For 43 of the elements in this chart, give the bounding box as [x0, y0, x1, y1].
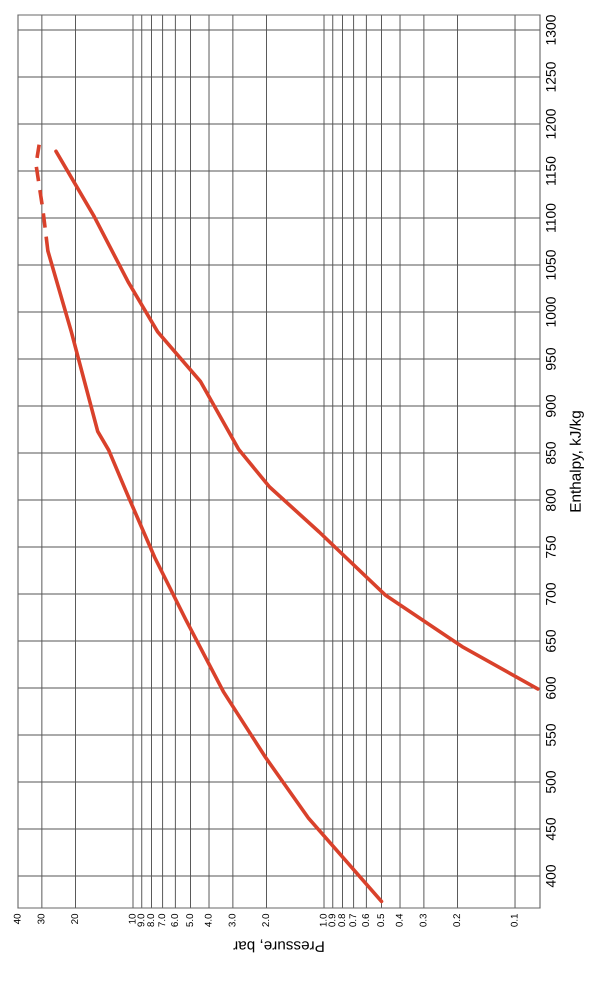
x-tick-label: 0.8: [338, 914, 346, 927]
x-tick-label: 5.0: [186, 914, 194, 927]
y-tick-label: 800: [546, 488, 556, 512]
x-tick-label: 0.5: [377, 914, 384, 927]
x-tick-label: 0.9: [328, 914, 336, 927]
y-axis-title: Enthalpy, kJ/kg: [570, 411, 584, 512]
y-tick-label: 850: [546, 442, 556, 464]
y-tick-label: 550: [546, 724, 556, 746]
y-tick-label: 1150: [546, 156, 556, 185]
x-tick-label: 0.3: [420, 914, 426, 927]
y-tick-label: 750: [546, 536, 556, 558]
x-tick-label: 1.0: [320, 914, 327, 926]
y-tick-label: 1200: [546, 109, 556, 138]
x-tick-label: 0.4: [396, 914, 403, 927]
x-tick-label: 4.0: [204, 914, 212, 927]
y-tick-label: 950: [546, 348, 556, 370]
x-tick-label: 30: [38, 914, 44, 924]
y-tick-label: 1100: [546, 204, 556, 232]
y-tick-label: 650: [546, 630, 556, 652]
y-tick-label: 600: [546, 676, 556, 699]
x-tick-label: 0.1: [510, 914, 518, 927]
x-tick-label: 6.0: [171, 914, 178, 927]
x-tick-label: 0.6: [362, 914, 369, 927]
x-tick-label: 8.0: [147, 914, 154, 927]
y-tick-label: 1300: [546, 15, 556, 44]
x-tick-label: 40: [14, 914, 21, 924]
x-tick-label: 20: [71, 914, 78, 924]
y-tick-label: 1250: [546, 62, 556, 92]
x-tick-label: 9.0: [137, 914, 144, 927]
x-tick-label: 0.7: [349, 914, 356, 927]
y-tick-label: 1000: [546, 297, 556, 326]
y-tick-label: 500: [546, 770, 556, 794]
y-tick-label: 400: [546, 864, 556, 888]
y-tick-label: 450: [546, 818, 556, 840]
x-axis-title: Pressure, bar: [233, 939, 324, 952]
y-tick-label: 700: [546, 582, 556, 605]
x-tick-label: 0.2: [453, 914, 460, 927]
x-tick-label: 3.0: [228, 914, 236, 927]
y-tick-label: 1050: [546, 250, 556, 280]
x-tick-label: 2.0: [262, 914, 270, 927]
y-tick-label: 900: [546, 394, 556, 417]
x-tick-label: 7.0: [158, 914, 166, 927]
x-tick-label: 10: [128, 914, 136, 924]
